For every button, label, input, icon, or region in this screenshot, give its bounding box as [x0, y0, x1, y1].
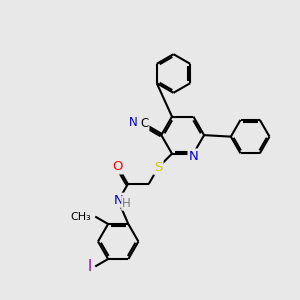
- Text: N: N: [129, 116, 137, 129]
- Text: H: H: [122, 197, 131, 210]
- Text: S: S: [154, 161, 163, 174]
- Text: C: C: [140, 118, 148, 130]
- Text: I: I: [88, 259, 92, 274]
- Text: CH₃: CH₃: [70, 212, 91, 222]
- Text: N: N: [114, 194, 124, 207]
- Text: O: O: [112, 160, 123, 173]
- Text: N: N: [188, 149, 198, 163]
